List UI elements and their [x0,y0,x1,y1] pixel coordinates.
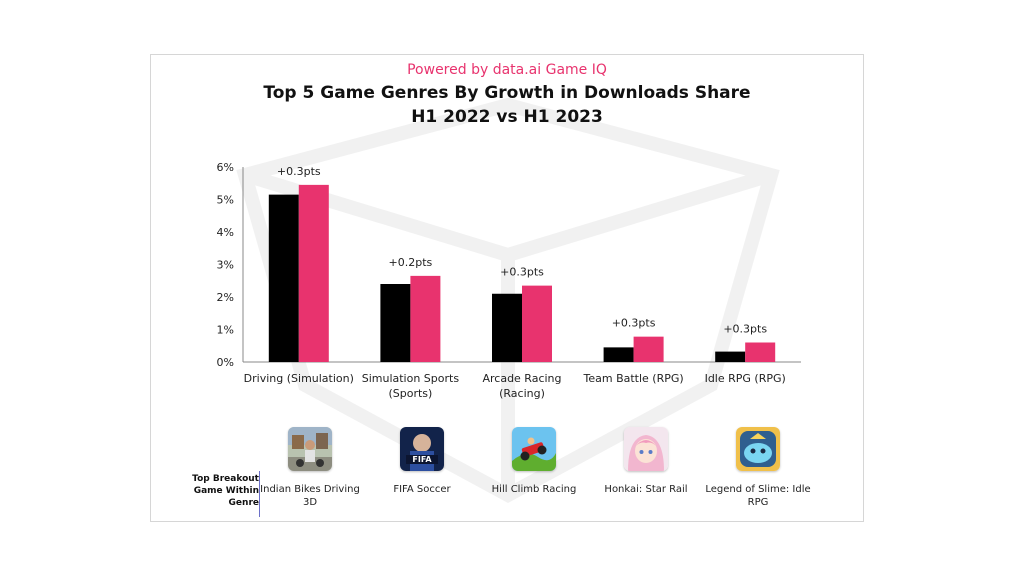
bar [633,336,664,362]
chart-subtitle: H1 2022 vs H1 2023 [411,107,603,127]
y-tick-label: 4% [217,226,234,239]
games-divider [259,471,260,517]
x-tick-label: Arcade Racing [482,372,561,385]
x-tick-label: (Sports) [388,387,432,400]
fifa-soccer-game-icon: FIFA [400,427,444,471]
game-card: Hill Climb Racing [479,427,589,496]
bar [492,293,522,362]
x-tick-label: (Racing) [499,387,545,400]
game-card: Indian Bikes Driving 3D [255,427,365,509]
y-tick-label: 5% [217,194,234,207]
games-row-label: Top Breakout Game Within Genre [192,474,259,508]
game-name: Indian Bikes Driving 3D [260,484,360,508]
growth-annotation: +0.3pts [277,165,321,178]
svg-text:FIFA: FIFA [412,455,432,464]
bar [715,351,746,362]
game-name: Legend of Slime: Idle RPG [705,484,811,508]
bar [268,194,299,362]
x-tick-label: Driving (Simulation) [244,372,354,385]
growth-annotation: +0.3pts [612,317,656,330]
game-name: Hill Climb Racing [491,484,577,495]
game-name: Honkai: Star Rail [604,484,688,495]
growth-annotation: +0.3pts [500,266,544,279]
game-card: Legend of Slime: Idle RPG [703,427,813,509]
growth-annotation: +0.2pts [389,256,433,269]
growth-annotation: +0.3pts [723,323,767,336]
game-name: FIFA Soccer [393,484,451,495]
bar [380,284,411,362]
x-tick-label: Simulation Sports [362,372,460,385]
chart-title: Top 5 Game Genres By Growth in Downloads… [263,83,751,103]
bar [410,275,441,362]
y-tick-label: 0% [217,356,234,369]
x-tick-label: Idle RPG (RPG) [705,372,786,385]
indian-bikes-game-icon [288,427,332,471]
game-card: Honkai: Star Rail [591,427,701,496]
bar-chart: 0% 1% 2% 3% 4% 5% 6% +0.3pts Driving (Simulation… [217,161,801,400]
honkai-star-rail-game-icon [624,427,668,471]
chart-card: Powered by data.ai Game IQ Top 5 Game Ge… [150,54,864,522]
bar [522,285,552,362]
powered-by-text: Powered by data.ai Game IQ [407,62,607,78]
bar [745,342,776,362]
y-tick-label: 3% [217,259,234,272]
bar [298,184,329,362]
y-tick-label: 1% [217,324,234,337]
hill-climb-racing-game-icon [512,427,556,471]
game-card: FIFA FIFA Soccer [367,427,477,496]
x-tick-label: Team Battle (RPG) [583,372,684,385]
y-tick-label: 6% [217,161,234,174]
legend-of-slime-game-icon [736,427,780,471]
bar [603,347,634,362]
y-tick-label: 2% [217,291,234,304]
